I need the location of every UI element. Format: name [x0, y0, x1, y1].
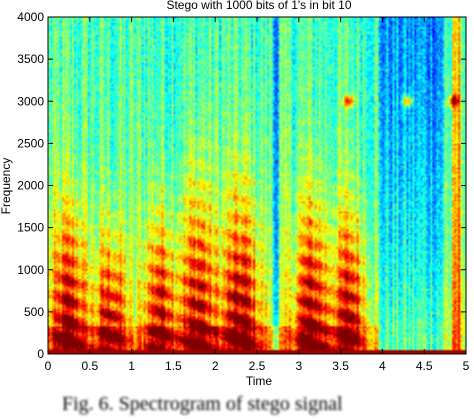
y-tick-label: 3000: [17, 94, 44, 108]
x-tick-label: 0: [45, 359, 52, 373]
x-tick-label: 2.5: [249, 359, 266, 373]
x-axis: 0 0.5 1 1.5 2 2.5 3 3.5 4 4.5 5: [45, 17, 470, 373]
figure-caption: Fig. 6. Spectrogram of stego signal: [62, 393, 442, 419]
x-tick-label: 1.5: [165, 359, 182, 373]
y-tick-label: 1500: [17, 221, 44, 235]
figure-caption-text: Fig. 6. Spectrogram of stego signal: [62, 393, 343, 415]
x-axis-label: Time: [246, 374, 273, 388]
y-tick-label: 500: [24, 305, 44, 319]
spectrogram-heatmap: [48, 17, 466, 354]
y-axis-label: Frequency: [0, 158, 13, 215]
x-tick-label: 3.5: [332, 359, 349, 373]
y-tick-label: 1000: [17, 263, 44, 277]
x-tick-label: 4.5: [416, 359, 433, 373]
y-axis: 0 500 1000 1500 2000 2500 3000 3500 4000: [17, 10, 466, 361]
heatmap-area: [48, 17, 466, 354]
y-tick-label: 0: [37, 347, 44, 361]
x-tick-label: 2: [212, 359, 219, 373]
y-tick-label: 2000: [17, 179, 44, 193]
y-tick-label: 4000: [17, 10, 44, 24]
x-tick-label: 0.5: [81, 359, 98, 373]
x-tick-label: 4: [379, 359, 386, 373]
x-tick-label: 3: [295, 359, 302, 373]
y-tick-label: 3500: [17, 52, 44, 66]
x-tick-label: 5: [463, 359, 470, 373]
chart-title: Stego with 1000 bits of 1's in bit 10: [166, 0, 351, 12]
x-tick-label: 1: [128, 359, 135, 373]
y-tick-label: 2500: [17, 136, 44, 150]
